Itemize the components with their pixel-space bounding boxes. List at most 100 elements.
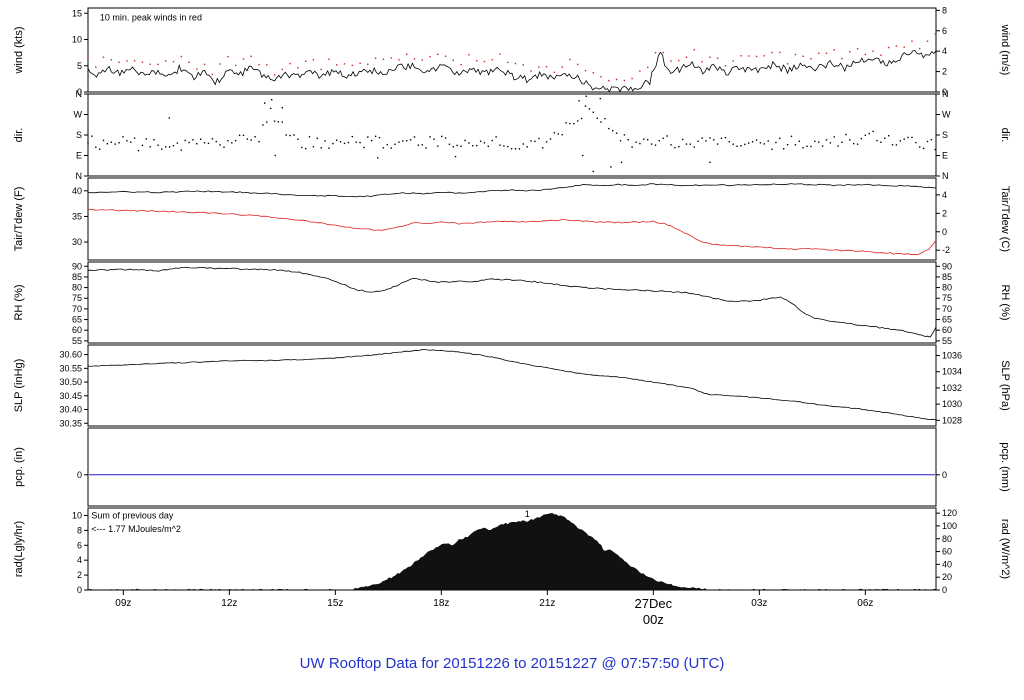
x-tick-label: 06z xyxy=(857,598,873,609)
panel-rad: 0 2 4 6 8 10 rad(Lgly/hr) 0 20 40 60 80 100 120 rad (W… xyxy=(13,507,1011,595)
temp-right-tick-label: 4 xyxy=(942,190,947,200)
x-tick-label-date: 00z xyxy=(643,612,664,627)
wind-right-axis-title: wind (m/s) xyxy=(999,24,1011,76)
rh-left-tick-label: 75 xyxy=(72,293,82,303)
slp-right-tick-label: 1028 xyxy=(942,415,962,425)
x-tick-label-date: 27Dec xyxy=(635,596,673,611)
pcp-panel-border xyxy=(87,427,937,507)
rad-right-axis-title: rad (W/m^2) xyxy=(999,519,1011,579)
temp-right-tick-label: -2 xyxy=(942,245,950,255)
rh-right-axis-title: RH (%) xyxy=(999,284,1011,320)
rh-right-tick-label: 70 xyxy=(942,304,952,314)
temp-left-axis-title: Tair/Tdew (F) xyxy=(13,187,25,252)
wind-left-axis-title: wind (kts) xyxy=(13,26,25,74)
rh-right-tick-label: 75 xyxy=(942,293,952,303)
rad-left-tick-label: 0 xyxy=(77,585,82,595)
dir-left-tick-label: S xyxy=(76,130,82,140)
rh-left-tick-label: 80 xyxy=(72,283,82,293)
slp-right-tick-label: 1030 xyxy=(942,399,962,409)
series-wind-peak xyxy=(87,33,936,82)
rh-left-axis-title: RH (%) xyxy=(13,284,25,320)
temp-left-tick-label: 40 xyxy=(72,186,82,196)
pcp-right-axis-title: pcp. (mm) xyxy=(999,442,1011,492)
rh-left-tick-label: 55 xyxy=(72,336,82,346)
slp-left-tick-label: 30.55 xyxy=(59,363,82,373)
rad-left-tick-label: 10 xyxy=(72,510,82,520)
dir-left-tick-label: W xyxy=(74,110,83,120)
series-tair xyxy=(87,183,937,198)
rad-left-axis-title: rad(Lgly/hr) xyxy=(13,521,25,577)
slp-left-tick-label: 30.35 xyxy=(59,418,82,428)
dir-left-tick-label: N xyxy=(76,89,83,99)
dir-panel-border xyxy=(87,93,937,177)
dir-right-axis-title: dir. xyxy=(999,128,1011,143)
wind-right-tick-label: 8 xyxy=(942,5,947,15)
temp-right-axis-title: Tair/Tdew (C) xyxy=(999,186,1011,252)
slp-left-axis-title: SLP (inHg) xyxy=(13,359,25,413)
rad-right-tick-label: 40 xyxy=(942,559,952,569)
rh-panel-border xyxy=(87,261,937,344)
rad-left-tick-label: 8 xyxy=(77,525,82,535)
series-relative-humidity xyxy=(87,266,937,338)
panel-slp: 30.35 30.40 30.45 30.50 30.55 30.60 SLP (inHg)… xyxy=(13,344,1011,428)
series-solar-radiation xyxy=(87,513,937,591)
x-tick-label: 21z xyxy=(539,598,555,609)
temp-right-tick-label: 2 xyxy=(942,208,947,218)
wind-left-tick-label: 10 xyxy=(72,35,82,45)
series-sea-level-pressure xyxy=(87,349,937,421)
rh-right-tick-label: 80 xyxy=(942,283,952,293)
slp-right-tick-label: 1036 xyxy=(942,351,962,361)
wind-right-tick-label: 6 xyxy=(942,26,947,36)
x-tick-label: 03z xyxy=(751,598,767,609)
rh-left-tick-label: 70 xyxy=(72,304,82,314)
rad-right-tick-label: 20 xyxy=(942,572,952,582)
rad-annotation-0: Sum of previous day xyxy=(91,511,174,521)
rh-right-tick-label: 60 xyxy=(942,325,952,335)
pcp-left-axis-title: pcp. (in) xyxy=(13,447,25,487)
wind-right-tick-label: 4 xyxy=(942,46,947,56)
slp-right-tick-label: 1034 xyxy=(942,367,962,377)
wind-panel-border xyxy=(87,7,937,93)
wind-right-tick-label: 2 xyxy=(942,67,947,77)
slp-left-tick-label: 30.50 xyxy=(59,377,82,387)
rh-left-tick-label: 65 xyxy=(72,315,82,325)
temp-left-tick-label: 35 xyxy=(72,211,82,221)
rh-left-tick-label: 90 xyxy=(72,261,82,271)
rh-right-tick-label: 85 xyxy=(942,272,952,282)
temp-left-tick-label: 30 xyxy=(72,237,82,247)
rad-right-tick-label: 0 xyxy=(942,585,947,595)
temp-panel-border xyxy=(87,177,937,261)
wind-annotation-0: 10 min. peak winds in red xyxy=(100,12,202,22)
wind-left-tick-label: 5 xyxy=(77,61,82,71)
panel-temp: 30 35 40 Tair/Tdew (F) -2 0 2 4 Tair/Tdew (C) xyxy=(13,177,1011,261)
temp-right-tick-label: 0 xyxy=(942,227,947,237)
series-wind-direction xyxy=(87,95,936,173)
rad-annotation-2: 1 xyxy=(525,509,530,519)
dir-right-tick-label: W xyxy=(942,110,951,120)
x-tick-label: 12z xyxy=(221,598,237,609)
slp-right-tick-label: 1032 xyxy=(942,383,962,393)
x-tick-label: 15z xyxy=(327,598,343,609)
wind-right-tick-label: 0 xyxy=(942,87,947,97)
dir-left-axis-title: dir. xyxy=(13,128,25,143)
dir-left-tick-label: E xyxy=(76,151,82,161)
dir-right-tick-label: N xyxy=(942,89,949,99)
wind-left-tick-label: 15 xyxy=(72,8,82,18)
rad-right-tick-label: 60 xyxy=(942,547,952,557)
slp-right-axis-title: SLP (hPa) xyxy=(999,360,1011,411)
series-tdew xyxy=(87,208,937,256)
rad-left-tick-label: 4 xyxy=(77,555,82,565)
slp-left-tick-label: 30.60 xyxy=(59,350,82,360)
x-tick-label: 18z xyxy=(433,598,449,609)
series-wind-speed xyxy=(87,49,937,93)
rh-left-tick-label: 85 xyxy=(72,272,82,282)
slp-panel-border xyxy=(87,344,937,427)
slp-left-tick-label: 30.45 xyxy=(59,391,82,401)
panel-pcp: 0 pcp. (in) 0 pcp. (mm) xyxy=(13,427,1011,507)
x-tick-label: 09z xyxy=(115,598,131,609)
